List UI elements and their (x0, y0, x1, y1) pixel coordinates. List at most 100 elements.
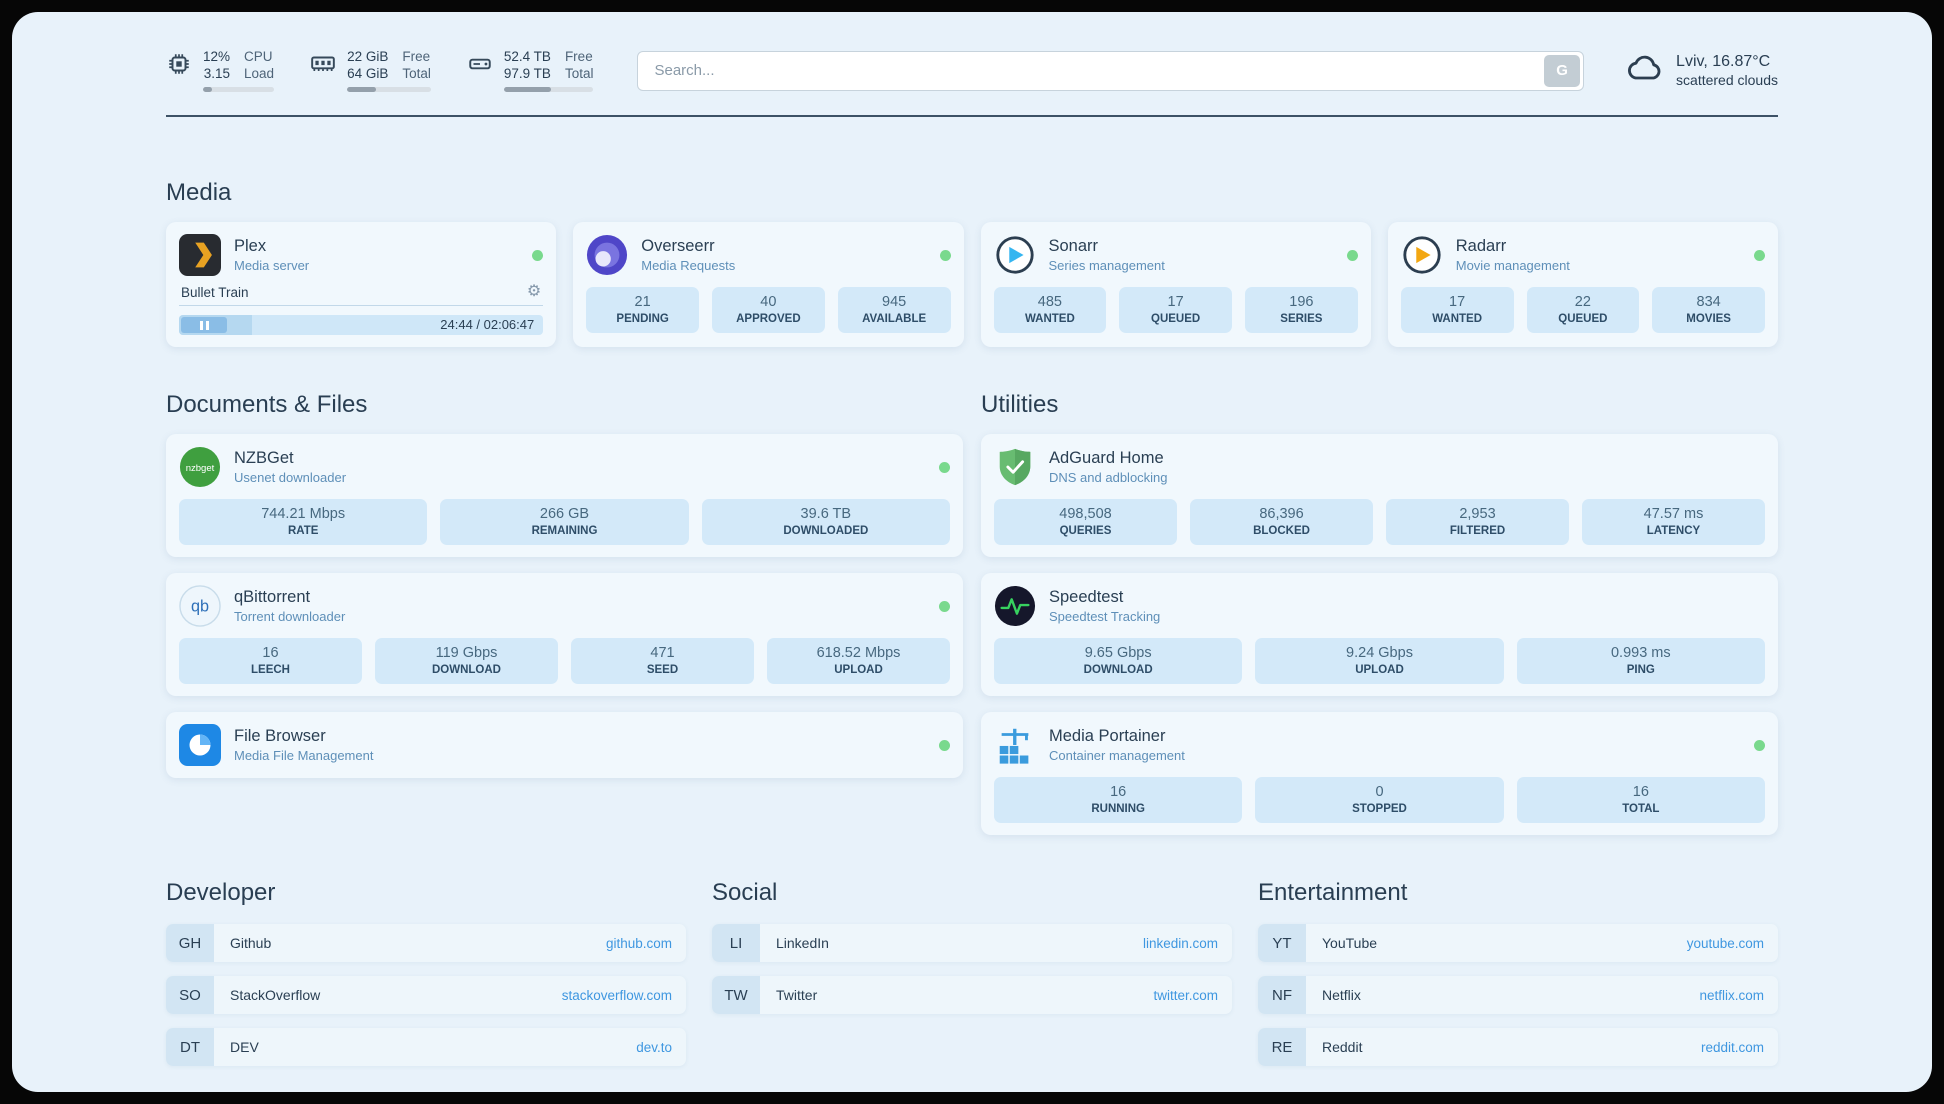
bookmark-url[interactable]: dev.to (636, 1039, 672, 1055)
app-subtitle: Series management (1048, 258, 1165, 273)
section-title-utilities: Utilities (981, 391, 1059, 418)
stat-tile: 744.21 Mbps RATE (179, 499, 428, 545)
bookmark-abbr: LI (712, 924, 760, 962)
overseerr-card[interactable]: Overseerr Media Requests 21 PENDING 40 APP… (573, 222, 964, 347)
bookmark-name: Github (230, 935, 272, 951)
bookmark-url[interactable]: youtube.com (1686, 935, 1764, 951)
bookmark-stackoverflow[interactable]: SO StackOverflow stackoverflow.com (166, 976, 686, 1014)
cpu-stat: 12% CPU 3.15 Load (166, 48, 275, 93)
disk-stat: 52.4 TB Free 97.9 TB Total (467, 49, 594, 93)
app-subtitle: Movie management (1455, 258, 1570, 273)
bookmark-netflix[interactable]: NF Netflix netflix.com (1258, 976, 1778, 1014)
bookmark-url[interactable]: stackoverflow.com (561, 987, 672, 1003)
bookmark-twitter[interactable]: TW Twitter twitter.com (712, 976, 1232, 1014)
stat-tile: 618.52 Mbps UPLOAD (767, 638, 950, 684)
stat-tile: 2,953 FILTERED (1386, 499, 1569, 545)
utilities-section: Utilities AdGuard Home DNS and adblockin… (981, 391, 1778, 835)
stat-tile: 471 SEED (571, 638, 754, 684)
section-title-entertainment: Entertainment (1258, 879, 1408, 906)
ram-free-label: Free (402, 48, 431, 64)
stat-tile: 17 WANTED (1400, 287, 1514, 333)
search-bar: G (637, 50, 1585, 91)
search-engine-button[interactable]: G (1544, 54, 1581, 87)
app-name: Media Portainer (1049, 727, 1166, 745)
status-dot (532, 249, 544, 261)
ram-total-label: Total (402, 65, 431, 81)
qbittorrent-card[interactable]: qb qBittorrent Torrent downloader 16 LEEC… (166, 573, 963, 696)
cpu-progress-bar (203, 87, 275, 93)
portainer-card[interactable]: Media Portainer Container management 16 R… (981, 712, 1778, 835)
bookmark-linkedin[interactable]: LI LinkedIn linkedin.com (712, 924, 1232, 962)
bookmark-name: LinkedIn (776, 935, 829, 951)
section-title-documents: Documents & Files (166, 391, 368, 418)
bookmark-url[interactable]: linkedin.com (1142, 935, 1218, 951)
plex-card[interactable]: Plex Media server Bullet Train ⚙ 24:44 /… (166, 222, 557, 347)
bookmark-abbr: NF (1258, 976, 1306, 1014)
bookmark-reddit[interactable]: RE Reddit reddit.com (1258, 1028, 1778, 1066)
bookmark-url[interactable]: github.com (605, 935, 672, 951)
cloud-icon (1624, 48, 1664, 93)
header-divider (166, 115, 1778, 117)
weather-widget[interactable]: Lviv, 16.87°C scattered clouds (1624, 48, 1778, 93)
bookmark-name: Netflix (1322, 987, 1361, 1003)
radarr-icon (1401, 234, 1443, 276)
adguard-icon (994, 446, 1036, 488)
cpu-usage-label: CPU (244, 48, 273, 64)
nzbget-icon: nzbget (179, 446, 221, 488)
stat-tile: 16 TOTAL (1516, 777, 1765, 823)
adguard-card[interactable]: AdGuard Home DNS and adblocking 498,508 Q… (981, 434, 1778, 557)
sonarr-card[interactable]: Sonarr Series management 485 WANTED 17 QUE… (980, 222, 1371, 347)
search-input[interactable] (637, 50, 1585, 91)
playback-time: 24:44 / 02:06:47 (440, 317, 535, 332)
bookmark-abbr: YT (1258, 924, 1306, 962)
bookmark-name: YouTube (1322, 935, 1378, 951)
nzbget-card[interactable]: nzbget NZBGet Usenet downloader 744.21 M… (166, 434, 963, 557)
playback-progress-bar[interactable]: 24:44 / 02:06:47 (179, 315, 544, 335)
status-dot (1754, 739, 1765, 751)
status-dot (939, 739, 950, 751)
disk-total-value: 97.9 TB (503, 65, 551, 81)
overseerr-icon (586, 234, 628, 276)
dashboard-page: 12% CPU 3.15 Load 22 GiB Free 64 (12, 12, 1932, 1092)
bookmark-github[interactable]: GH Github github.com (166, 924, 686, 962)
bookmark-name: Reddit (1322, 1039, 1363, 1055)
app-subtitle: DNS and adblocking (1049, 470, 1168, 485)
app-subtitle: Torrent downloader (234, 609, 346, 624)
app-subtitle: Media Requests (641, 258, 736, 273)
app-name: Overseerr (641, 237, 715, 255)
bookmark-url[interactable]: netflix.com (1699, 987, 1764, 1003)
cpu-icon (166, 49, 192, 93)
app-name: Speedtest (1049, 588, 1124, 606)
app-subtitle: Usenet downloader (234, 470, 347, 485)
status-dot (1754, 249, 1765, 261)
status-dot (1346, 249, 1358, 261)
stat-tile: 834 MOVIES (1652, 287, 1765, 333)
filebrowser-icon (179, 724, 221, 766)
stat-tile: 40 APPROVED (712, 287, 825, 333)
radarr-card[interactable]: Radarr Movie management 17 WANTED 22 QUEUE… (1387, 222, 1778, 347)
svg-text:nzbget: nzbget (186, 463, 215, 474)
app-name: Plex (234, 237, 267, 255)
app-name: NZBGet (234, 449, 294, 467)
status-dot (939, 249, 951, 261)
stat-tile: 9.65 Gbps DOWNLOAD (994, 638, 1243, 684)
stat-tile: 21 PENDING (586, 287, 699, 333)
stat-tile: 9.24 Gbps UPLOAD (1255, 638, 1504, 684)
bookmark-youtube[interactable]: YT YouTube youtube.com (1258, 924, 1778, 962)
speedtest-card[interactable]: Speedtest Speedtest Tracking 9.65 Gbps DO… (981, 573, 1778, 696)
stat-tile: 0.993 ms PING (1516, 638, 1765, 684)
app-name: qBittorrent (234, 588, 311, 606)
bookmark-dev[interactable]: DT DEV dev.to (166, 1028, 686, 1066)
bookmark-url[interactable]: twitter.com (1153, 987, 1218, 1003)
bookmark-abbr: TW (712, 976, 760, 1014)
settings-gear-icon[interactable]: ⚙ (526, 283, 542, 300)
bookmark-url[interactable]: reddit.com (1700, 1039, 1764, 1055)
developer-section: Developer GH Github github.com SO StackO… (166, 879, 686, 1066)
bookmark-abbr: RE (1258, 1028, 1306, 1066)
weather-location-temp: Lviv, 16.87°C (1676, 53, 1771, 70)
app-subtitle: Media File Management (234, 748, 374, 763)
pause-button[interactable] (181, 317, 227, 333)
filebrowser-card[interactable]: File Browser Media File Management (166, 712, 963, 778)
cpu-progress-fill (203, 87, 212, 93)
stat-tile: 0 STOPPED (1255, 777, 1504, 823)
